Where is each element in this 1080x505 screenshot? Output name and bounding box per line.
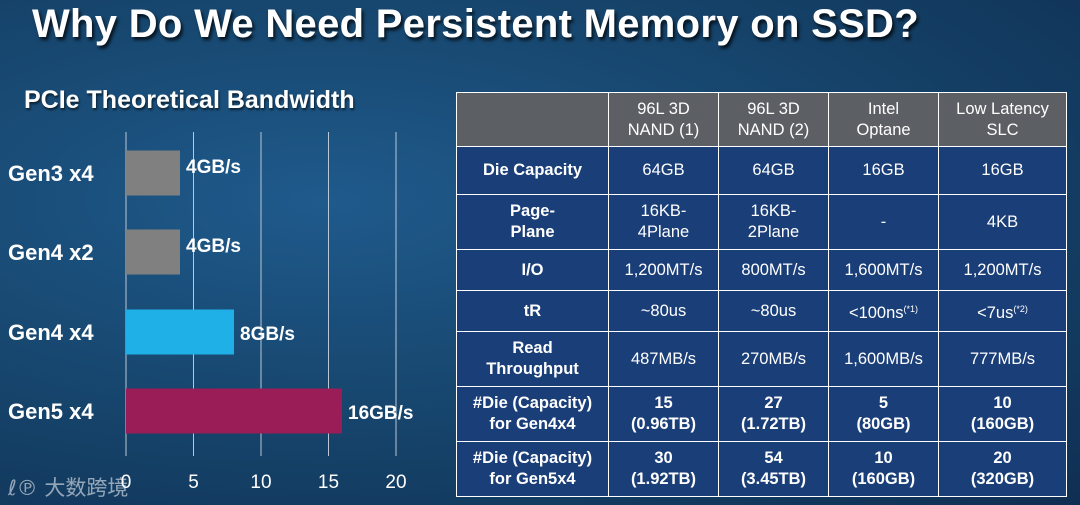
row-header: #Die (Capacity) for Gen4x4 bbox=[456, 386, 609, 442]
table-row: Die Capacity 64GB 64GB 16GB 16GB bbox=[456, 146, 1067, 195]
bar-gen3-x4 bbox=[126, 150, 180, 196]
table-row: I/O 1,200MT/s 800MT/s 1,600MT/s 1,200MT/s bbox=[456, 249, 1067, 291]
table-cell: <7us(*2) bbox=[938, 290, 1067, 332]
table-cell: 16GB bbox=[938, 146, 1067, 195]
table-cell: 1,200MT/s bbox=[938, 249, 1067, 291]
table-cell: 777MB/s bbox=[938, 331, 1067, 387]
row-header: #Die (Capacity) for Gen5x4 bbox=[456, 441, 609, 497]
table-cell: 10 (160GB) bbox=[828, 441, 939, 497]
table-cell: 64GB bbox=[608, 146, 719, 195]
table-cell: 54 (3.45TB) bbox=[718, 441, 829, 497]
table-cell: 4KB bbox=[938, 194, 1067, 250]
category-label: Gen4 x2 bbox=[8, 240, 94, 265]
table-row: #Die (Capacity) for Gen4x4 15 (0.96TB) 27 (1.… bbox=[456, 386, 1067, 442]
table-row: Read Throughput 487MB/s 270MB/s 1,600MB/s 777… bbox=[456, 331, 1067, 387]
table-cell: 1,600MB/s bbox=[828, 331, 939, 387]
x-tick-label: 5 bbox=[188, 472, 199, 493]
category-label: Gen3 x4 bbox=[8, 161, 94, 186]
value-label: 16GB/s bbox=[348, 403, 413, 424]
row-header: tR bbox=[456, 290, 609, 332]
table-cell: 16KB- 2Plane bbox=[718, 194, 829, 250]
column-header: Intel Optane bbox=[828, 92, 939, 147]
table-cell: 487MB/s bbox=[608, 331, 719, 387]
bar-gen4-x2 bbox=[126, 229, 180, 275]
table-cell: 5 (80GB) bbox=[828, 386, 939, 442]
table-cell: 16GB bbox=[828, 146, 939, 195]
table-cell: <100ns(*1) bbox=[828, 290, 939, 332]
table-cell: 64GB bbox=[718, 146, 829, 195]
x-tick-label: 15 bbox=[318, 472, 339, 493]
slide-title: Why Do We Need Persistent Memory on SSD? bbox=[32, 2, 919, 46]
table-cell: 15 (0.96TB) bbox=[608, 386, 719, 442]
memory-comparison-table: 96L 3D NAND (1) 96L 3D NAND (2) Intel Optane L… bbox=[456, 92, 1067, 497]
row-header: Read Throughput bbox=[456, 331, 609, 387]
table-cell: 270MB/s bbox=[718, 331, 829, 387]
bar-gen5-x4 bbox=[126, 388, 342, 434]
table-row: #Die (Capacity) for Gen5x4 30 (1.92TB) 54 (3.… bbox=[456, 441, 1067, 497]
x-tick-label: 10 bbox=[250, 472, 271, 493]
chart-title: PCIe Theoretical Bandwidth bbox=[24, 86, 355, 114]
column-header: Low Latency SLC bbox=[938, 92, 1067, 147]
table-cell: 1,600MT/s bbox=[828, 249, 939, 291]
table-cell: ~80us bbox=[718, 290, 829, 332]
column-header: 96L 3D NAND (1) bbox=[608, 92, 719, 147]
value-label: 4GB/s bbox=[186, 157, 241, 178]
table-cell: 1,200MT/s bbox=[608, 249, 719, 291]
table-cell: 800MT/s bbox=[718, 249, 829, 291]
row-header: I/O bbox=[456, 249, 609, 291]
table-row: tR ~80us ~80us <100ns(*1) <7us(*2) bbox=[456, 290, 1067, 332]
value-label: 8GB/s bbox=[240, 324, 295, 345]
x-tick-label: 20 bbox=[385, 472, 406, 493]
table-corner bbox=[456, 92, 609, 147]
table-cell: 27 (1.72TB) bbox=[718, 386, 829, 442]
table-cell: - bbox=[828, 194, 939, 250]
bar-gen4-x4 bbox=[126, 309, 234, 355]
table-cell: 30 (1.92TB) bbox=[608, 441, 719, 497]
row-header: Page- Plane bbox=[456, 194, 609, 250]
watermark: ℓ℗ 大数跨境 bbox=[8, 476, 129, 500]
bandwidth-bar-chart: 0 5 10 15 20 Gen3 x4 4GB/s Gen4 x2 4GB/s Gen4 x4 8… bbox=[8, 132, 413, 493]
table-row: Page- Plane 16KB- 4Plane 16KB- 2Plane -4KB bbox=[456, 194, 1067, 250]
table-cell: 20 (320GB) bbox=[938, 441, 1067, 497]
table-cell: 10 (160GB) bbox=[938, 386, 1067, 442]
value-label: 4GB/s bbox=[186, 236, 241, 257]
x-tick-label: 0 bbox=[121, 472, 132, 493]
column-header: 96L 3D NAND (2) bbox=[718, 92, 829, 147]
row-header: Die Capacity bbox=[456, 146, 609, 195]
category-label: Gen5 x4 bbox=[8, 399, 94, 424]
category-label: Gen4 x4 bbox=[8, 320, 94, 345]
table-cell: ~80us bbox=[608, 290, 719, 332]
table-cell: 16KB- 4Plane bbox=[608, 194, 719, 250]
